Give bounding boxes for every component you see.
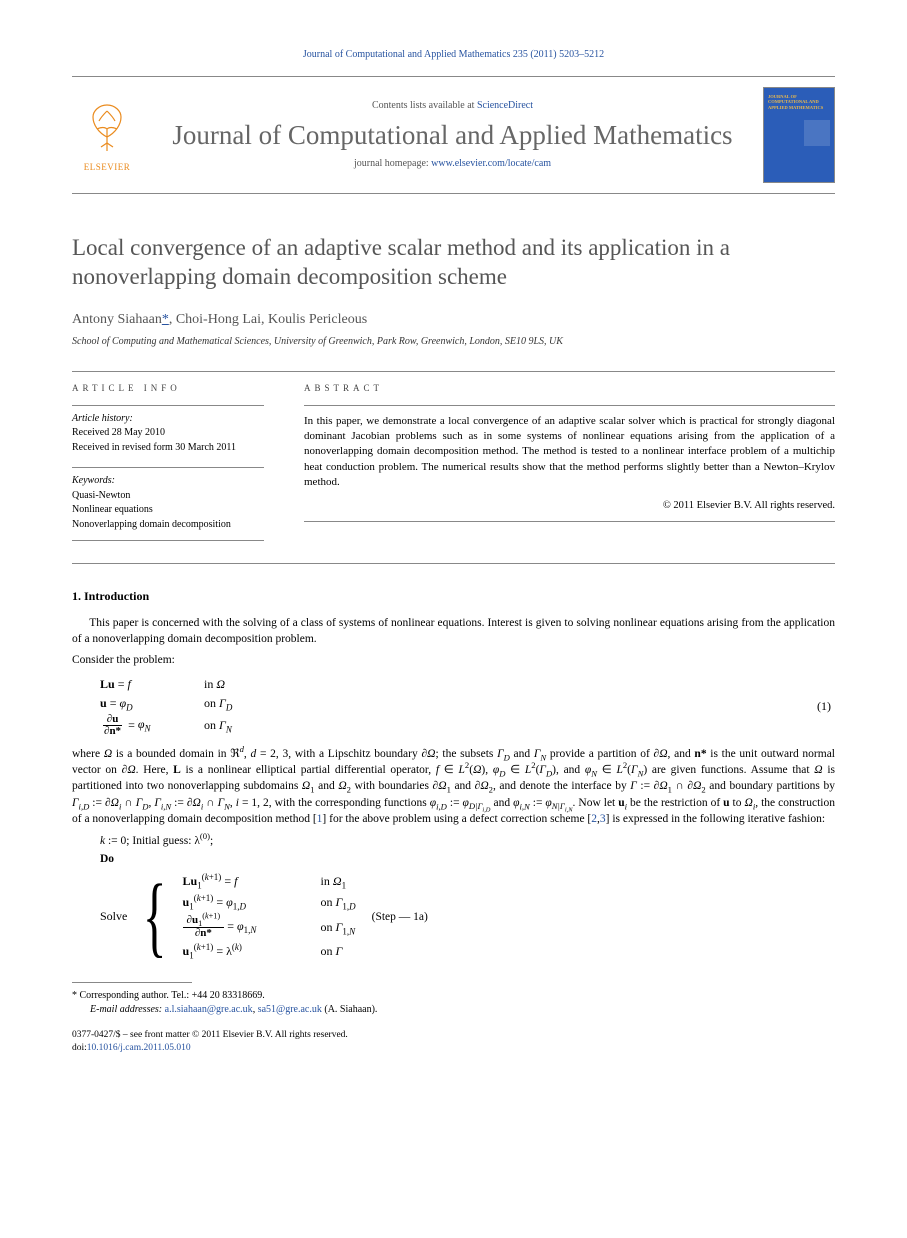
email-line: E-mail addresses: a.l.siahaan@gre.ac.uk,…	[72, 1003, 835, 1017]
intro-p2: Consider the problem:	[72, 652, 835, 668]
eq1-r1-lhs: Lu = f	[100, 676, 186, 693]
info-abstract-row: ARTICLE INFO Article history: Received 2…	[72, 371, 835, 564]
history-block: Article history: Received 28 May 2010 Re…	[72, 405, 264, 456]
step1a-r4-lhs: u1(k+1) = λ(k)	[183, 943, 303, 960]
step-label: (Step — 1a)	[372, 909, 428, 925]
eq1-r1-rhs: in Ω	[204, 676, 225, 693]
equation-1: Lu = f in Ω u = φD on ΓD ∂u∂n* = φN on Γ…	[100, 674, 835, 740]
cover-title: JOURNAL OF COMPUTATIONAL AND APPLIED MAT…	[768, 94, 830, 110]
revised-date: Received in revised form 30 March 2011	[72, 441, 264, 456]
step1a-r2-rhs: on Γ1,D	[321, 894, 356, 911]
author-3: Koulis Pericleous	[268, 312, 367, 327]
abstract-copyright: © 2011 Elsevier B.V. All rights reserved…	[304, 499, 835, 514]
eq1-r3-lhs: ∂u∂n* = φN	[100, 714, 186, 738]
journal-header: ELSEVIER Contents lists available at Sci…	[72, 76, 835, 194]
issn-line: 0377-0427/$ – see front matter © 2011 El…	[72, 1029, 835, 1042]
author-2: Choi-Hong Lai	[176, 312, 261, 327]
abstract-label: ABSTRACT	[304, 382, 835, 395]
brace-icon: {	[143, 876, 167, 957]
solve-word: Solve	[100, 908, 127, 925]
corr-label: * Corresponding author. Tel.: +44 20 833…	[72, 990, 265, 1001]
sciencedirect-link[interactable]: ScienceDirect	[477, 100, 533, 111]
algo-line-1: k := 0; Initial guess: λ(0);	[100, 833, 835, 849]
top-citation: Journal of Computational and Applied Mat…	[72, 48, 835, 62]
eq1-r2-rhs: on ΓD	[204, 695, 232, 712]
intro-p1: This paper is concerned with the solving…	[72, 615, 835, 648]
authors: Antony Siahaan*, Choi-Hong Lai, Koulis P…	[72, 310, 835, 330]
eq1-number: (1)	[805, 698, 835, 715]
doi-prefix: doi:	[72, 1043, 87, 1053]
step1a-r4-rhs: on Γ	[321, 943, 343, 960]
email-prefix: E-mail addresses:	[90, 1004, 165, 1015]
email-tail: (A. Siahaan).	[322, 1004, 378, 1015]
cover-graphic-icon	[804, 120, 830, 146]
received-date: Received 28 May 2010	[72, 426, 264, 441]
footnote: * Corresponding author. Tel.: +44 20 833…	[72, 989, 835, 1017]
section-1-heading: 1. Introduction	[72, 588, 835, 605]
page: Journal of Computational and Applied Mat…	[0, 0, 907, 1096]
keywords-heading: Keywords:	[72, 474, 264, 489]
homepage-prefix: journal homepage:	[354, 158, 431, 169]
homepage-line: journal homepage: www.elsevier.com/locat…	[156, 157, 749, 171]
eq1-r3-rhs: on ΓN	[204, 717, 232, 734]
brace-inner: Lu1(k+1) = f in Ω1 u1(k+1) = φ1,D on Γ1,…	[183, 871, 356, 961]
eq1-r2-lhs: u = φD	[100, 695, 186, 712]
homepage-link[interactable]: www.elsevier.com/locate/cam	[431, 158, 551, 169]
step1a-r1-lhs: Lu1(k+1) = f	[183, 873, 303, 890]
elsevier-logo: ELSEVIER	[72, 87, 142, 183]
abstract: ABSTRACT In this paper, we demonstrate a…	[282, 372, 835, 563]
keywords-block: Keywords: Quasi-Newton Nonlinear equatio…	[72, 467, 264, 541]
journal-name: Journal of Computational and Applied Mat…	[156, 119, 749, 151]
keyword-2: Nonlinear equations	[72, 503, 264, 518]
elsevier-wordmark: ELSEVIER	[84, 161, 131, 174]
where-paragraph: where Ω is a bounded domain in ℜd, d = 2…	[72, 746, 835, 828]
corr-author-note: * Corresponding author. Tel.: +44 20 833…	[72, 989, 835, 1003]
contents-line: Contents lists available at ScienceDirec…	[156, 99, 749, 113]
step1a-r3-lhs: ∂u1(k+1)∂n* = φ1,N	[183, 915, 303, 939]
bottom-block: 0377-0427/$ – see front matter © 2011 El…	[72, 1029, 835, 1056]
article-info: ARTICLE INFO Article history: Received 2…	[72, 372, 282, 563]
elsevier-tree-icon	[77, 97, 137, 157]
contents-prefix: Contents lists available at	[372, 100, 477, 111]
algo-line-2: Do	[100, 851, 835, 867]
header-center: Contents lists available at ScienceDirec…	[156, 87, 749, 183]
doi-line: doi:10.1016/j.cam.2011.05.010	[72, 1042, 835, 1055]
step1a-r3-rhs: on Γ1,N	[321, 919, 356, 936]
abstract-text: In this paper, we demonstrate a local co…	[304, 405, 835, 491]
email-1-link[interactable]: a.l.siahaan@gre.ac.uk	[165, 1004, 253, 1015]
journal-cover-thumb: JOURNAL OF COMPUTATIONAL AND APPLIED MAT…	[763, 87, 835, 183]
solve-block: Solve { Lu1(k+1) = f in Ω1 u1(k+1) = φ1,…	[100, 871, 835, 961]
abstract-bottom-rule	[304, 521, 835, 522]
corresponding-mark[interactable]: *	[162, 312, 169, 327]
author-1: Antony Siahaan	[72, 312, 162, 327]
info-label: ARTICLE INFO	[72, 382, 264, 395]
email-2-link[interactable]: sa51@gre.ac.uk	[258, 1004, 322, 1015]
footnote-rule	[72, 982, 192, 983]
keyword-1: Quasi-Newton	[72, 489, 264, 504]
keyword-3: Nonoverlapping domain decomposition	[72, 518, 264, 533]
step1a-r1-rhs: in Ω1	[321, 873, 347, 890]
article-title: Local convergence of an adaptive scalar …	[72, 234, 835, 292]
step1a-r2-lhs: u1(k+1) = φ1,D	[183, 894, 303, 911]
doi-link[interactable]: 10.1016/j.cam.2011.05.010	[87, 1043, 191, 1053]
history-heading: Article history:	[72, 412, 264, 427]
affiliation: School of Computing and Mathematical Sci…	[72, 335, 835, 349]
